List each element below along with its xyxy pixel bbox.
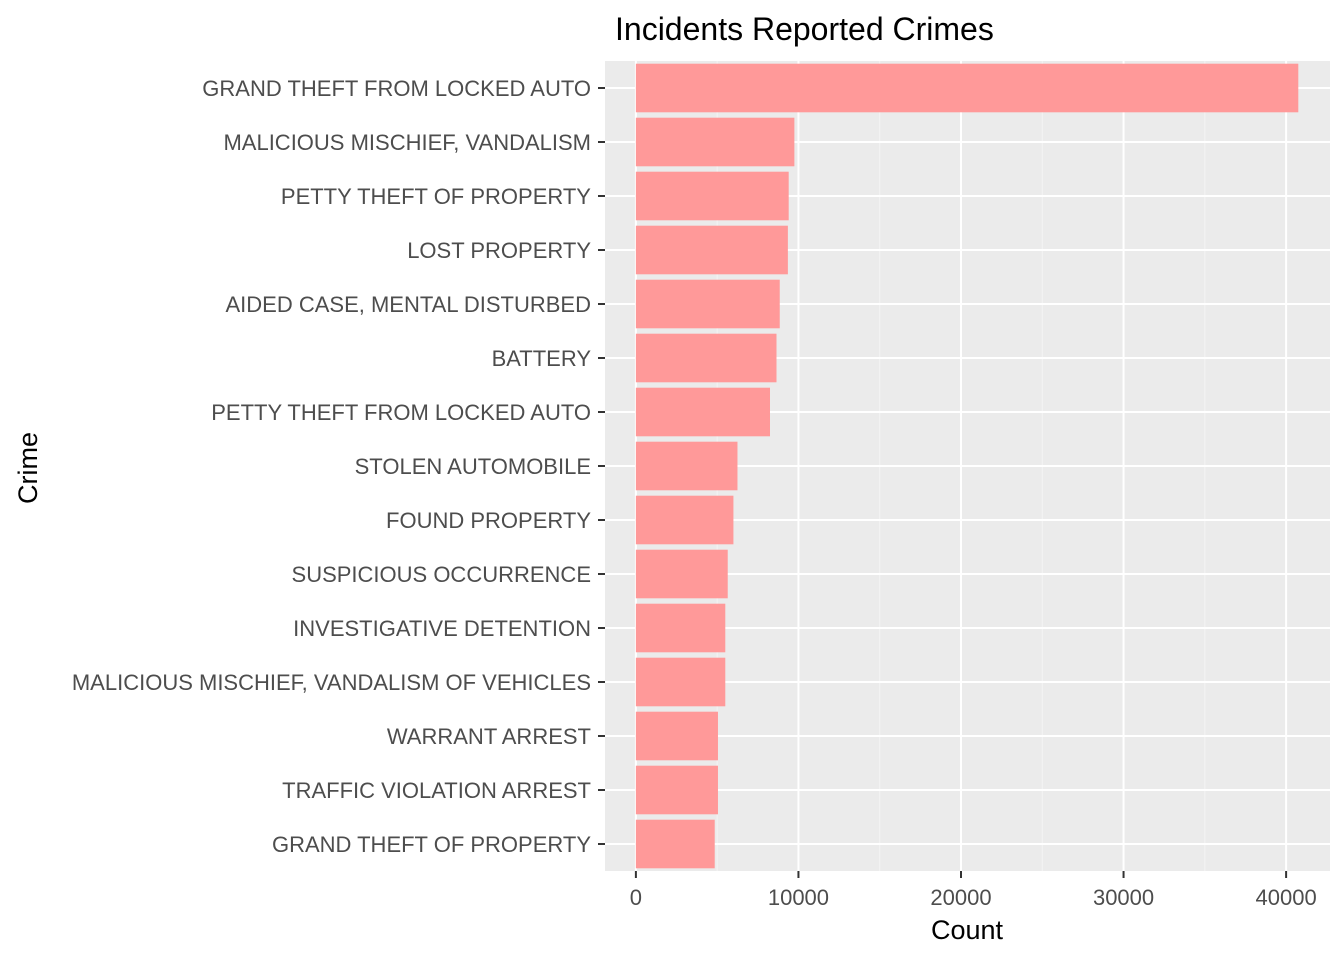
bar [635,63,1299,113]
bar [635,495,734,545]
x-tick-label: 40000 [1256,885,1317,910]
bar [635,441,738,491]
bar [635,171,789,221]
y-tick-label: MALICIOUS MISCHIEF, VANDALISM OF VEHICLE… [72,670,591,695]
bar [635,549,728,599]
y-tick-label: INVESTIGATIVE DETENTION [293,616,591,641]
y-tick-label: AIDED CASE, MENTAL DISTURBED [225,292,591,317]
y-tick-label: STOLEN AUTOMOBILE [355,454,591,479]
y-tick-label: FOUND PROPERTY [386,508,591,533]
bar [635,387,770,437]
bar [635,225,788,275]
y-axis: GRAND THEFT FROM LOCKED AUTO MALICIOUS MI… [72,76,605,857]
bar [635,333,777,383]
y-tick-label: PETTY THEFT FROM LOCKED AUTO [211,400,591,425]
y-tick-label: TRAFFIC VIOLATION ARREST [282,778,591,803]
bar [635,711,718,761]
x-tick-label: 10000 [768,885,829,910]
y-tick-label: MALICIOUS MISCHIEF, VANDALISM [223,130,591,155]
bar [635,657,726,707]
y-tick-label: GRAND THEFT OF PROPERTY [272,832,591,857]
bars [635,63,1299,869]
bar [635,603,726,653]
chart-title: Incidents Reported Crimes [615,11,994,47]
x-tick-label: 0 [630,885,642,910]
x-tick-label: 20000 [930,885,991,910]
y-axis-title: Crime [13,432,43,504]
bar [635,279,780,329]
y-tick-label: WARRANT ARREST [387,724,591,749]
x-axis-title: Count [931,915,1004,945]
y-tick-label: GRAND THEFT FROM LOCKED AUTO [202,76,591,101]
bar [635,819,715,869]
bar [635,117,795,167]
y-tick-label: SUSPICIOUS OCCURRENCE [292,562,591,587]
y-tick-label: PETTY THEFT OF PROPERTY [281,184,591,209]
y-tick-label: LOST PROPERTY [407,238,591,263]
x-axis: 0 10000 20000 30000 40000 [630,871,1317,910]
y-tick-label: BATTERY [492,346,592,371]
bar [635,765,718,815]
x-tick-label: 30000 [1093,885,1154,910]
